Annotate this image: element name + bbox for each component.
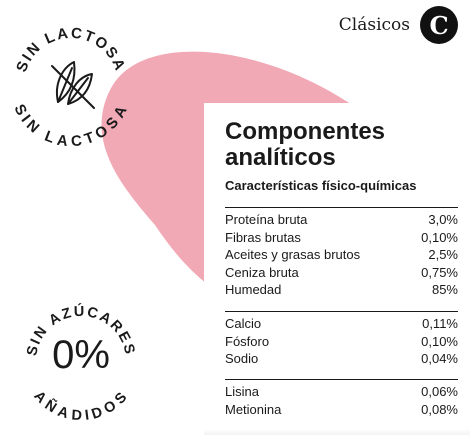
nutrient-value: 0,11% bbox=[422, 316, 458, 331]
nutrient-row: Aceites y grasas brutos 2,5% bbox=[225, 246, 458, 264]
nutrient-value: 0,08% bbox=[421, 401, 458, 417]
stamp-lactosa-top-text: SIN LACTOSA bbox=[13, 25, 129, 75]
nutrient-row: Sodio 0,04% bbox=[225, 350, 458, 368]
nutrient-value: 0,10% bbox=[421, 229, 458, 245]
nutrient-group-3: Lisina 0,06% Metionina 0,08% bbox=[225, 379, 458, 418]
nutrient-name: Humedad bbox=[225, 282, 282, 297]
nutrient-value: 2,5% bbox=[428, 247, 458, 262]
nutrient-name: Fibras brutas bbox=[225, 229, 301, 245]
nutrient-name: Sodio bbox=[225, 351, 259, 366]
stamp-lactosa-bottom-text: SIN LACTOSA bbox=[10, 102, 132, 148]
nutrient-name: Fósforo bbox=[225, 333, 270, 349]
nutrient-name: Proteína bruta bbox=[225, 212, 308, 227]
nutrient-row: Calcio 0,11% bbox=[225, 315, 458, 333]
divider bbox=[225, 207, 458, 208]
nutrient-name: Aceites y grasas brutos bbox=[225, 247, 361, 262]
nutrient-group-1: Proteína bruta 3,0% Fibras brutas 0,10% Ac… bbox=[225, 207, 458, 299]
nutrient-value: 0,75% bbox=[421, 264, 458, 280]
card-subtitle: Características físico-químicas bbox=[225, 178, 417, 193]
nutrient-row: Lisina 0,06% bbox=[225, 383, 458, 401]
nutrient-row: Fibras brutas 0,10% bbox=[225, 229, 458, 247]
nutrient-name: Calcio bbox=[225, 316, 262, 331]
brand-label: Clásicos bbox=[338, 15, 410, 35]
analytics-card: Componentes analíticos Características f… bbox=[204, 103, 470, 435]
nutrient-value: 0,06% bbox=[421, 384, 458, 399]
card-title-line-1: Componentes bbox=[225, 118, 386, 145]
card-bottom-fade bbox=[204, 429, 470, 435]
nutrient-value: 0,04% bbox=[421, 351, 458, 366]
sin-azucares-stamp: SIN AZÚCARES AÑADIDOS bbox=[24, 302, 136, 420]
nutrient-row: Humedad 85% bbox=[225, 281, 458, 299]
nutrient-name: Lisina bbox=[225, 384, 259, 399]
brand-header: Clásicos C bbox=[339, 6, 458, 44]
nutrient-row: Ceniza bruta 0,75% bbox=[225, 264, 458, 282]
stamp-zero-percent: 0% bbox=[52, 333, 110, 377]
nutrient-row: Metionina 0,08% bbox=[225, 401, 458, 419]
nutrient-name: Ceniza bruta bbox=[225, 264, 299, 280]
nutrient-value: 0,10% bbox=[421, 333, 458, 349]
nutrient-row: Fósforo 0,10% bbox=[225, 333, 458, 351]
card-title: Componentes analíticos bbox=[225, 119, 385, 171]
nutrient-row: Proteína bruta 3,0% bbox=[225, 211, 458, 229]
nutrient-name: Metionina bbox=[225, 401, 282, 417]
sin-lactosa-stamp: SIN LACTOSA SIN LACTOSA bbox=[10, 25, 132, 148]
nutrient-group-2: Calcio 0,11% Fósforo 0,10% Sodio 0,04% bbox=[225, 311, 458, 368]
divider bbox=[225, 311, 458, 312]
divider bbox=[225, 379, 458, 380]
brand-c-badge: C bbox=[420, 6, 458, 44]
nutrient-value: 85% bbox=[431, 282, 458, 297]
card-title-line-2: analíticos bbox=[225, 144, 336, 171]
crossed-leaf-icon bbox=[51, 61, 95, 109]
nutrient-value: 3,0% bbox=[428, 212, 458, 227]
stamp-azucar-bottom-text: AÑADIDOS bbox=[31, 388, 132, 420]
